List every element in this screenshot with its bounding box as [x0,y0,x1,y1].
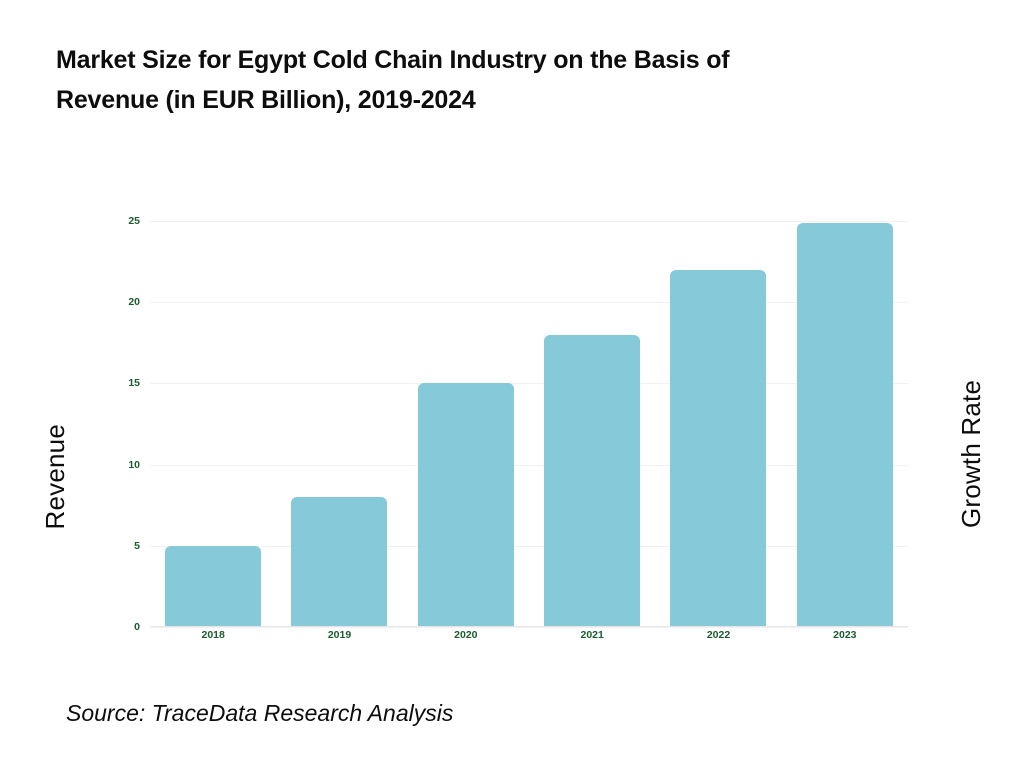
y-tick-label: 0 [134,621,140,633]
bar[interactable] [544,334,641,627]
bar[interactable] [417,383,514,627]
gridline [150,627,908,628]
x-tick-label: 2019 [327,629,352,641]
y-tick-label: 5 [134,539,140,552]
y-tick-label: 20 [128,296,140,309]
y-tick-label: 15 [128,377,140,390]
y-tick-label: 10 [128,458,140,471]
bar[interactable] [291,497,388,627]
x-axis-line [150,626,908,627]
gridline [150,383,908,385]
gridline [150,302,908,304]
page-title: Market Size for Egypt Cold Chain Industr… [56,46,730,114]
source-note: Source: TraceData Research Analysis [66,700,454,726]
x-tick-label: 2022 [706,629,731,641]
gridline [150,545,908,547]
x-tick-label: 2020 [454,629,478,641]
x-tick-label: 2018 [201,629,225,641]
x-tick-label: 2023 [833,629,857,641]
y-axis-title-left: Revenue [40,424,70,530]
y-axis-title-right: Growth Rate [956,379,986,528]
x-tick-label: 2021 [580,629,604,641]
y-tick-label: 25 [128,215,140,227]
y-axis-tick-labels: 0 5 10 15 20 25 [96,215,140,633]
gridline [150,221,908,222]
bar[interactable] [670,269,767,627]
plot-area [150,221,908,628]
bar[interactable] [796,222,893,627]
x-axis-tick-labels: 2018 2019 2020 2021 2022 2023 [150,629,908,647]
gridline [150,464,908,466]
bar[interactable] [165,545,262,627]
